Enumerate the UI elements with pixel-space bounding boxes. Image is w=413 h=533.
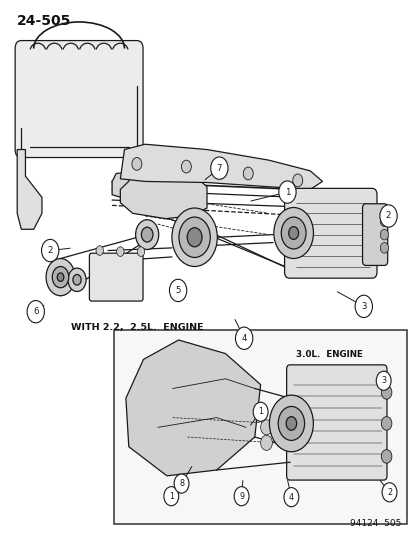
- Circle shape: [41, 239, 59, 262]
- Polygon shape: [126, 340, 260, 476]
- Circle shape: [235, 327, 252, 350]
- Text: 4: 4: [241, 334, 246, 343]
- Circle shape: [46, 259, 75, 296]
- Circle shape: [278, 181, 295, 203]
- Text: 3.0L.  ENGINE: 3.0L. ENGINE: [295, 350, 362, 359]
- Circle shape: [187, 228, 202, 247]
- Circle shape: [380, 216, 388, 227]
- Circle shape: [68, 268, 86, 292]
- Polygon shape: [17, 150, 42, 229]
- Text: 7: 7: [216, 164, 222, 173]
- Circle shape: [380, 243, 388, 253]
- Polygon shape: [112, 171, 186, 198]
- Polygon shape: [120, 165, 206, 219]
- Circle shape: [288, 227, 298, 239]
- Circle shape: [285, 417, 296, 430]
- FancyBboxPatch shape: [286, 365, 386, 480]
- Circle shape: [137, 247, 145, 256]
- Text: 3: 3: [360, 302, 366, 311]
- Text: 2: 2: [385, 212, 390, 221]
- Circle shape: [354, 295, 372, 318]
- Text: 8: 8: [178, 479, 184, 488]
- Circle shape: [234, 487, 249, 506]
- Circle shape: [283, 488, 298, 507]
- Circle shape: [57, 273, 64, 281]
- Text: 1: 1: [284, 188, 290, 197]
- Circle shape: [210, 157, 228, 179]
- Circle shape: [141, 227, 152, 242]
- Text: 1: 1: [169, 492, 173, 500]
- Text: 1: 1: [258, 407, 263, 416]
- Circle shape: [260, 435, 272, 450]
- Text: 6: 6: [33, 307, 38, 316]
- Text: 24-505: 24-505: [17, 14, 71, 28]
- Circle shape: [380, 450, 391, 463]
- Circle shape: [171, 208, 217, 266]
- Circle shape: [132, 158, 142, 170]
- Circle shape: [243, 167, 253, 180]
- Text: 2: 2: [386, 488, 391, 497]
- Text: 4: 4: [288, 492, 293, 502]
- FancyBboxPatch shape: [114, 330, 406, 524]
- Circle shape: [73, 274, 81, 285]
- Circle shape: [253, 402, 268, 422]
- Text: WITH 2.2,  2.5L.  ENGINE: WITH 2.2, 2.5L. ENGINE: [71, 324, 203, 333]
- FancyBboxPatch shape: [15, 41, 143, 158]
- Circle shape: [380, 385, 391, 399]
- Circle shape: [181, 160, 191, 173]
- Circle shape: [379, 205, 396, 227]
- Circle shape: [278, 407, 304, 440]
- Circle shape: [178, 217, 210, 257]
- Circle shape: [375, 371, 390, 390]
- Text: 9: 9: [238, 492, 244, 500]
- Text: 5: 5: [175, 286, 180, 295]
- Circle shape: [273, 207, 313, 259]
- Circle shape: [380, 229, 388, 240]
- Circle shape: [380, 417, 391, 430]
- Text: 3.3L.  ENGINE: 3.3L. ENGINE: [295, 375, 362, 384]
- FancyBboxPatch shape: [362, 204, 387, 265]
- FancyBboxPatch shape: [284, 188, 376, 278]
- Circle shape: [164, 487, 178, 506]
- Circle shape: [280, 217, 305, 249]
- Circle shape: [381, 483, 396, 502]
- Polygon shape: [120, 144, 322, 189]
- Circle shape: [292, 174, 302, 187]
- Text: 2: 2: [47, 246, 53, 255]
- Circle shape: [269, 395, 313, 452]
- Text: 3: 3: [380, 376, 385, 385]
- Text: 3.8L.  ENGINE: 3.8L. ENGINE: [295, 400, 362, 409]
- Circle shape: [96, 246, 103, 255]
- FancyBboxPatch shape: [89, 253, 143, 301]
- Text: 94124  505: 94124 505: [349, 519, 400, 528]
- Circle shape: [260, 420, 272, 435]
- Circle shape: [174, 474, 188, 493]
- Circle shape: [169, 279, 186, 302]
- Circle shape: [52, 266, 69, 288]
- Circle shape: [135, 220, 158, 249]
- Circle shape: [116, 247, 124, 256]
- Circle shape: [27, 301, 44, 323]
